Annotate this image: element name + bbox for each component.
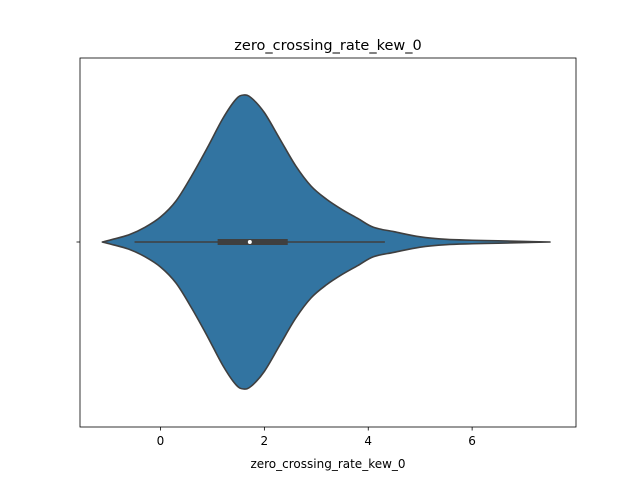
plot-frame xyxy=(79,57,577,428)
plot-area xyxy=(101,94,551,390)
x-tick-label: 2 xyxy=(261,434,269,448)
iqr-box xyxy=(217,239,288,245)
x-axis: 0 2 4 6 xyxy=(157,427,476,448)
median-point xyxy=(247,240,252,244)
x-tick-label: 6 xyxy=(468,434,476,448)
x-tick-label: 4 xyxy=(364,434,372,448)
chart-title: zero_crossing_rate_kew_0 xyxy=(234,38,421,54)
x-tick-label: 0 xyxy=(157,434,165,448)
x-axis-label: zero_crossing_rate_kew_0 xyxy=(250,457,405,471)
